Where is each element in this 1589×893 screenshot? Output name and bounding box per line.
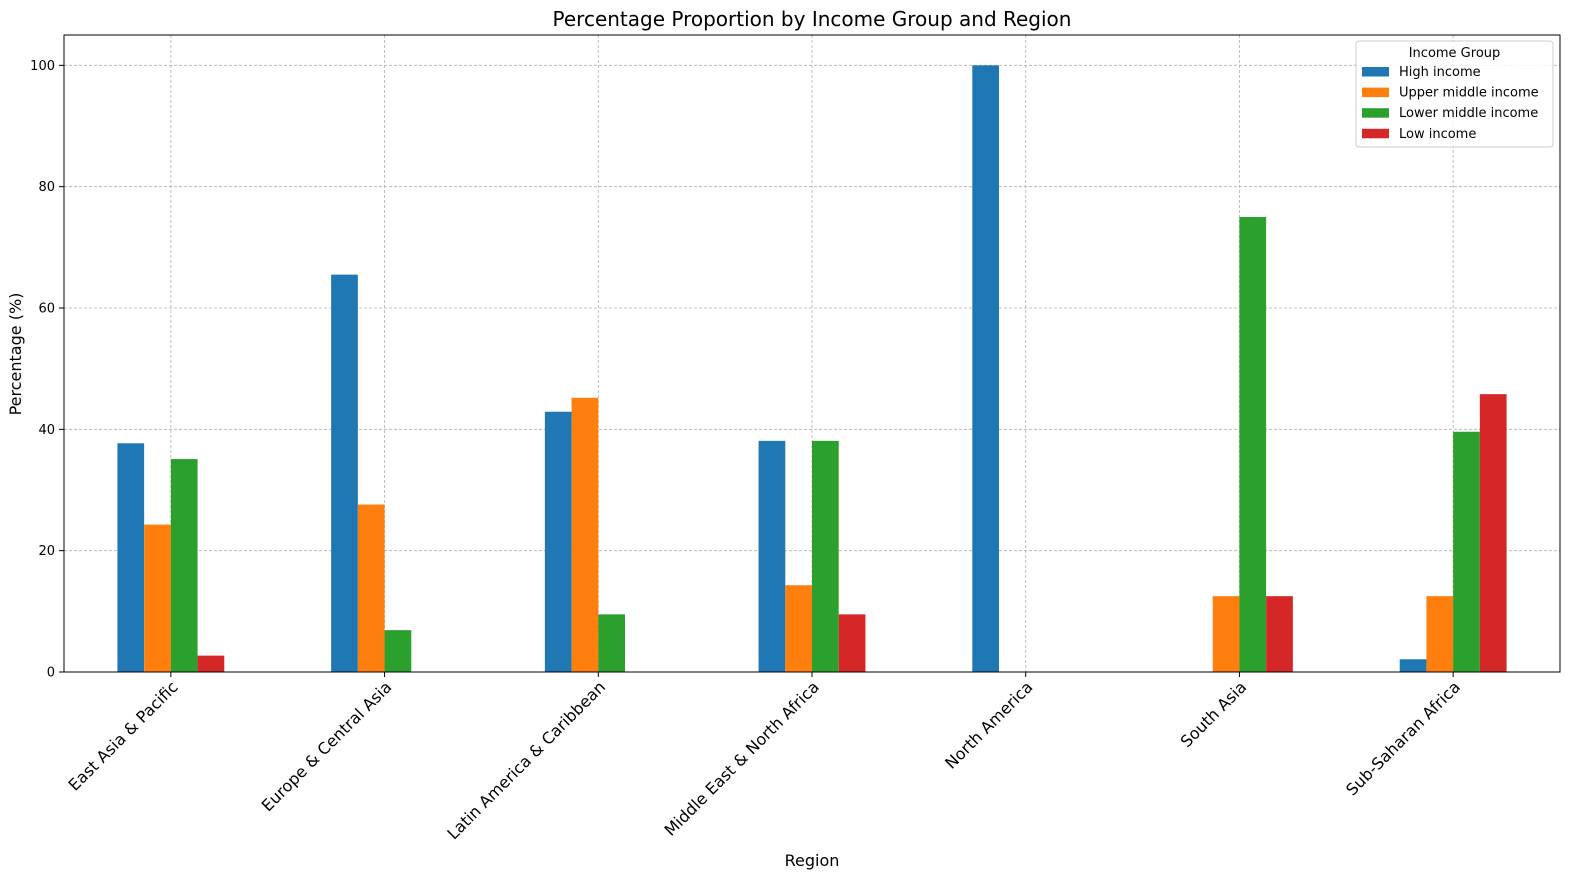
bar: [1212, 596, 1240, 672]
x-tick-label: Sub-Saharan Africa: [1342, 677, 1464, 799]
bar: [1426, 596, 1454, 672]
bar: [544, 411, 572, 672]
bar: [1453, 431, 1480, 672]
bar: [170, 459, 198, 672]
x-tick-label: East Asia & Pacific: [65, 677, 182, 794]
legend-entry: High income: [1399, 65, 1481, 80]
bar: [1399, 659, 1427, 672]
axes: 0 20 40 60 80 100 East Asia & Pacific Europe & …: [30, 34, 1561, 843]
bar: [144, 524, 171, 672]
bar: [972, 65, 999, 673]
legend-swatch: [1362, 67, 1389, 77]
y-tick-label: 60: [38, 302, 55, 317]
bars: [117, 65, 1507, 673]
x-axis-label: Region: [785, 851, 840, 870]
y-axis-label: Percentage (%): [6, 293, 25, 416]
bar: [197, 655, 225, 672]
x-tick-label: North America: [941, 677, 1036, 772]
bar: [1479, 394, 1507, 672]
bar: [1266, 596, 1293, 672]
bar: [571, 397, 599, 672]
legend-title: Income Group: [1409, 46, 1501, 61]
legend-entry: Lower middle income: [1399, 106, 1538, 121]
y-tick-label: 0: [47, 666, 55, 681]
x-tick-label: Middle East & North Africa: [660, 677, 822, 839]
y-tick-label: 80: [38, 180, 55, 195]
x-tick-label: Latin America & Caribbean: [443, 677, 609, 843]
legend-swatch: [1362, 108, 1389, 118]
bar: [384, 630, 412, 672]
x-tick-label: Europe & Central Asia: [258, 677, 396, 815]
legend-box: [1355, 40, 1554, 148]
bar: [598, 614, 625, 672]
legend-entry: Upper middle income: [1399, 86, 1539, 101]
bar: [812, 440, 839, 672]
bar: [117, 443, 145, 672]
chart-title: Percentage Proportion by Income Group an…: [553, 7, 1072, 31]
plot-frame: [63, 34, 1561, 673]
bar: [331, 274, 358, 672]
legend-swatch: [1362, 128, 1389, 139]
bar: [838, 614, 866, 672]
y-tick-label: 20: [38, 544, 55, 559]
y-tick-label: 100: [30, 59, 55, 74]
bar: [785, 585, 812, 672]
x-tick-label: South Asia: [1177, 677, 1251, 751]
bar: [1239, 217, 1267, 672]
bar: [357, 504, 385, 672]
y-tick-label: 40: [38, 423, 55, 438]
legend: Income Group High income Upper middle inco…: [1355, 40, 1554, 148]
legend-swatch: [1362, 87, 1389, 98]
bar: [758, 440, 786, 672]
legend-entry: Low income: [1399, 127, 1476, 142]
